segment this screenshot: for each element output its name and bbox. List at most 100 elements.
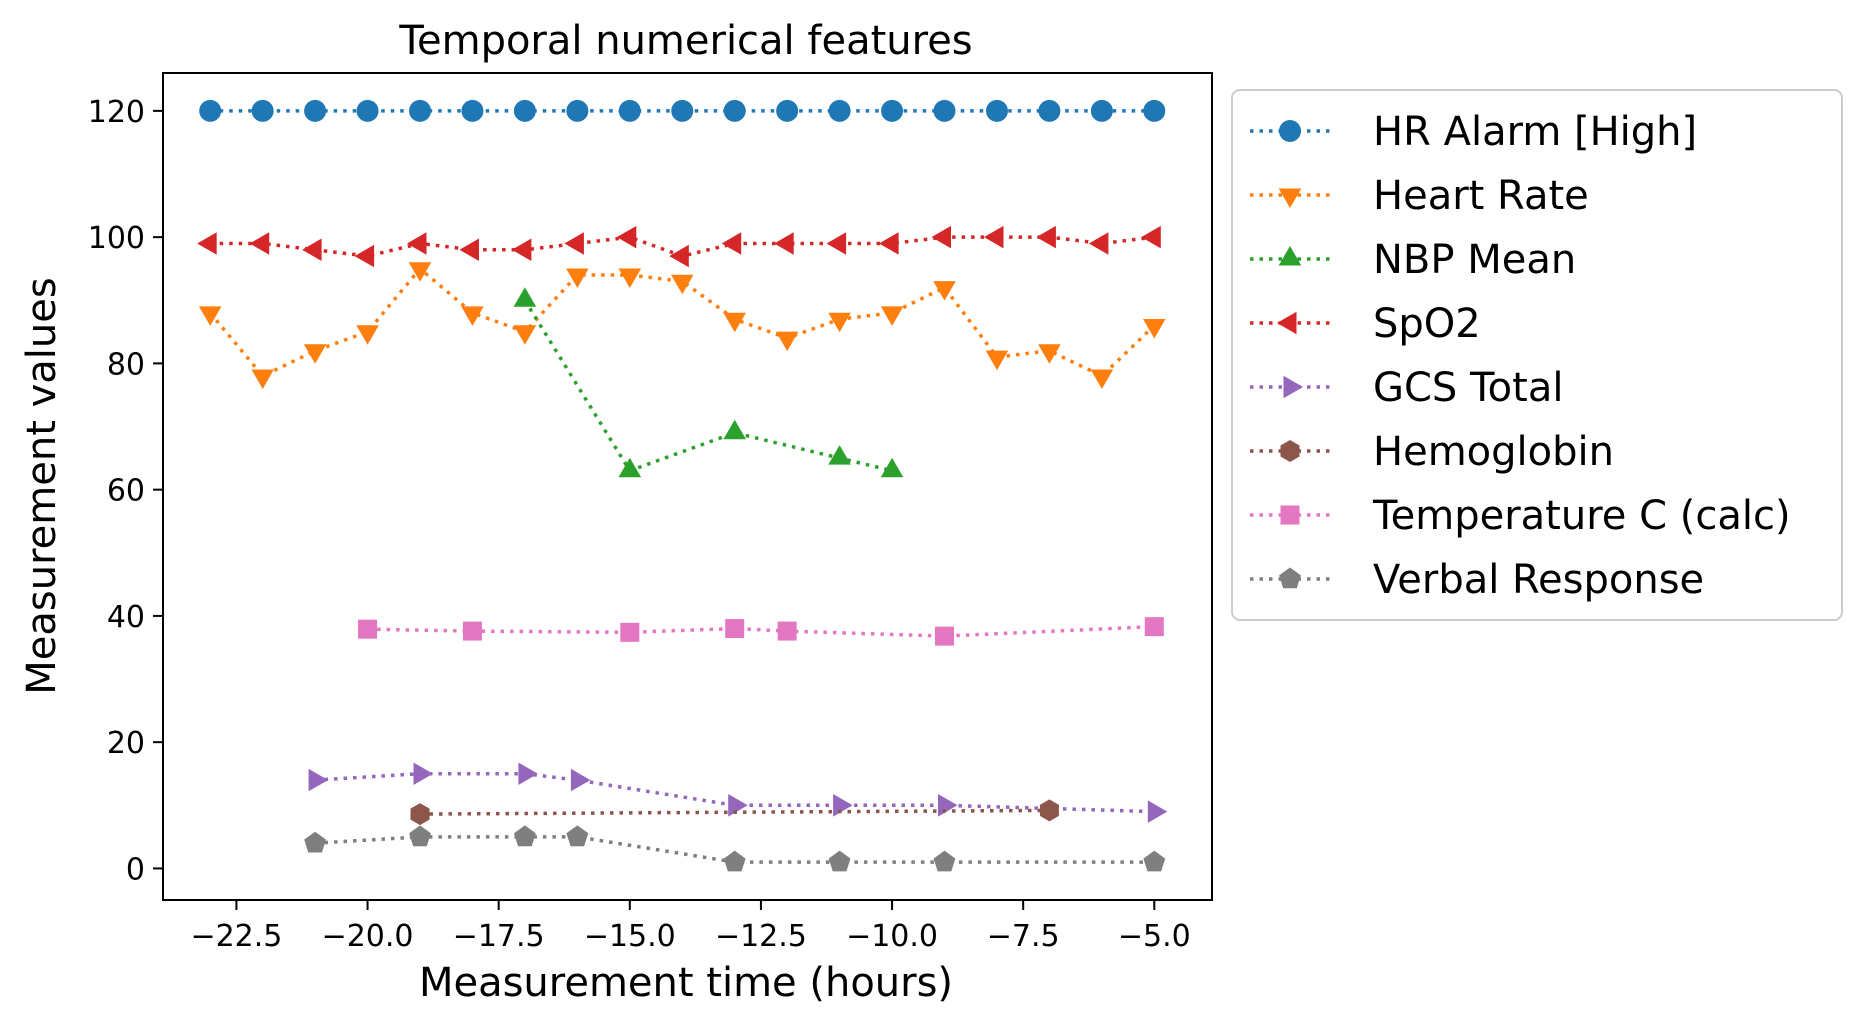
legend-label: NBP Mean bbox=[1373, 237, 1576, 283]
series-nbp-mean bbox=[513, 287, 904, 478]
data-point-hr-alarm-high bbox=[723, 99, 746, 122]
legend-label: GCS Total bbox=[1373, 365, 1563, 411]
data-point-heart-rate bbox=[828, 312, 851, 333]
data-point-spo2 bbox=[1088, 232, 1109, 255]
data-point-nbp-mean bbox=[828, 445, 851, 465]
legend-marker bbox=[1278, 188, 1302, 208]
series-verbal-response bbox=[304, 825, 1166, 872]
data-point-spo2 bbox=[931, 225, 951, 249]
y-tick-label: 40 bbox=[107, 600, 145, 635]
data-point-temperature-c-calc bbox=[358, 619, 378, 639]
data-point-verbal-response bbox=[304, 831, 326, 853]
data-point-heart-rate bbox=[1143, 319, 1166, 339]
data-point-spo2 bbox=[407, 232, 427, 255]
legend-marker bbox=[1280, 505, 1300, 525]
x-tick-label: −17.5 bbox=[453, 919, 545, 954]
data-point-hr-alarm-high bbox=[251, 99, 274, 122]
data-point-spo2 bbox=[564, 232, 584, 255]
data-point-gcs-total bbox=[728, 794, 748, 817]
data-point-hr-alarm-high bbox=[199, 99, 222, 122]
data-point-gcs-total bbox=[1147, 800, 1168, 823]
legend-item-heart-rate: Heart Rate bbox=[1250, 173, 1589, 219]
data-point-hr-alarm-high bbox=[461, 99, 484, 122]
series-line-verbal-response bbox=[314, 835, 1155, 864]
legend-item-nbp-mean: NBP Mean bbox=[1250, 237, 1576, 283]
data-point-temperature-c-calc bbox=[462, 621, 482, 641]
data-point-spo2 bbox=[826, 232, 847, 255]
series-line-gcs-total bbox=[314, 771, 1155, 814]
y-tick-label: 120 bbox=[88, 95, 145, 130]
data-point-spo2 bbox=[616, 225, 637, 249]
y-tick-label: 100 bbox=[88, 221, 145, 256]
data-point-hr-alarm-high bbox=[1038, 99, 1061, 122]
data-point-hemoglobin bbox=[1039, 799, 1059, 822]
data-point-spo2 bbox=[774, 232, 794, 255]
data-point-spo2 bbox=[302, 238, 322, 261]
data-point-heart-rate bbox=[1038, 344, 1061, 364]
data-point-nbp-mean bbox=[723, 419, 746, 440]
data-point-spo2 bbox=[721, 232, 742, 255]
legend: HR Alarm [High] Heart Rate NBP Mean SpO2 GCS… bbox=[1231, 89, 1843, 621]
data-point-verbal-response bbox=[514, 825, 536, 847]
data-point-gcs-total bbox=[308, 768, 329, 792]
data-point-heart-rate bbox=[933, 281, 956, 301]
series-hr-alarm-high bbox=[199, 99, 1166, 122]
data-point-nbp-mean bbox=[880, 457, 904, 478]
plot-frame bbox=[162, 72, 1213, 901]
data-point-verbal-response bbox=[409, 825, 431, 847]
legend-label: SpO2 bbox=[1373, 301, 1481, 347]
x-tick-label: −5.0 bbox=[1118, 919, 1191, 954]
data-point-spo2 bbox=[354, 244, 375, 268]
data-point-spo2 bbox=[879, 232, 899, 255]
data-point-heart-rate bbox=[671, 274, 694, 295]
series-gcs-total bbox=[308, 762, 1168, 823]
legend-marker bbox=[1278, 246, 1302, 266]
data-point-hr-alarm-high bbox=[566, 99, 589, 122]
data-point-verbal-response bbox=[933, 850, 956, 872]
data-point-heart-rate bbox=[356, 325, 379, 345]
legend-marker bbox=[1277, 311, 1297, 335]
y-tick-label: 0 bbox=[126, 852, 145, 887]
data-point-heart-rate bbox=[303, 344, 327, 364]
data-point-hr-alarm-high bbox=[776, 99, 799, 122]
series-hemoglobin bbox=[410, 799, 1059, 826]
y-axis-label: Measurement values bbox=[19, 277, 65, 694]
data-point-hr-alarm-high bbox=[409, 99, 432, 122]
series-spo2 bbox=[197, 225, 1161, 268]
data-point-gcs-total bbox=[413, 762, 433, 785]
x-axis-label: Measurement time (hours) bbox=[419, 960, 953, 1006]
data-point-hr-alarm-high bbox=[671, 99, 694, 122]
x-tick-label: −10.0 bbox=[846, 919, 938, 954]
data-point-hr-alarm-high bbox=[881, 99, 904, 122]
data-point-hr-alarm-high bbox=[356, 99, 379, 122]
data-point-temperature-c-calc bbox=[620, 622, 640, 642]
data-point-spo2 bbox=[197, 232, 217, 255]
data-point-gcs-total bbox=[938, 794, 958, 817]
legend-frame bbox=[1231, 89, 1843, 621]
data-point-spo2 bbox=[511, 238, 532, 261]
data-point-heart-rate bbox=[513, 325, 537, 345]
legend-marker bbox=[1279, 120, 1301, 142]
legend-marker bbox=[1279, 567, 1301, 589]
series-temperature-c-calc bbox=[358, 617, 1164, 646]
data-point-heart-rate bbox=[251, 369, 274, 389]
data-point-temperature-c-calc bbox=[1144, 617, 1164, 637]
legend-marker bbox=[1283, 375, 1303, 399]
data-point-heart-rate bbox=[566, 268, 589, 288]
data-point-heart-rate bbox=[880, 306, 904, 326]
legend-label: Verbal Response bbox=[1373, 557, 1704, 603]
data-point-heart-rate bbox=[723, 312, 746, 333]
data-point-hr-alarm-high bbox=[933, 99, 956, 122]
data-point-spo2 bbox=[249, 232, 270, 255]
y-tick-label: 60 bbox=[107, 474, 145, 509]
data-point-gcs-total bbox=[570, 768, 591, 792]
series-line-hemoglobin bbox=[419, 808, 1050, 816]
x-tick-label: −20.0 bbox=[322, 919, 414, 954]
data-point-heart-rate bbox=[198, 306, 222, 326]
data-point-gcs-total bbox=[833, 794, 853, 817]
data-point-heart-rate bbox=[618, 268, 642, 288]
series-line-temperature-c-calc bbox=[367, 624, 1155, 638]
data-point-heart-rate bbox=[1090, 369, 1114, 389]
y-tick-label: 80 bbox=[107, 347, 145, 382]
